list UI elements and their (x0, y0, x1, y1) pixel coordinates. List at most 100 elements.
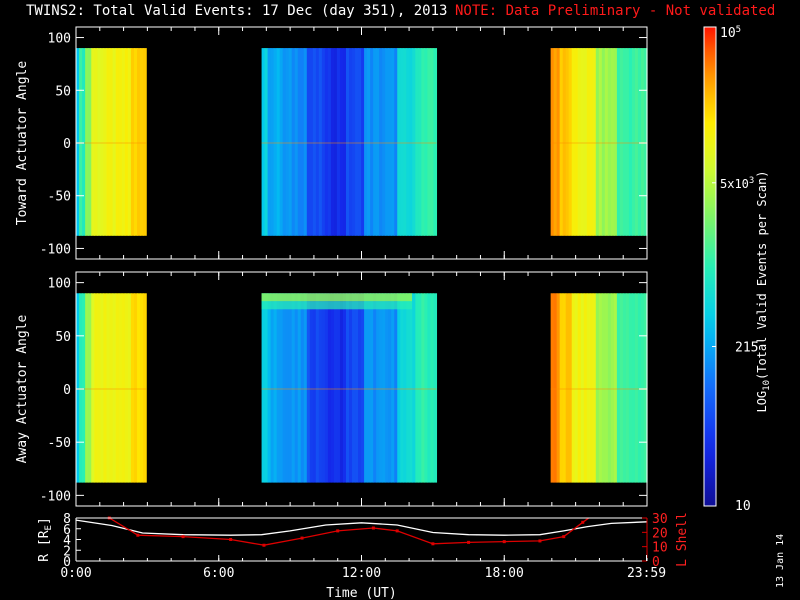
heatmap-cell (565, 293, 570, 483)
heatmap-cell (355, 293, 359, 483)
heatmap-cell (388, 293, 392, 483)
heatmap-cell (318, 48, 323, 236)
heatmap-cell (112, 48, 117, 236)
y-tick-label: 50 (55, 84, 71, 99)
heatmap-cell (288, 48, 293, 236)
heatmap-cell (619, 293, 624, 483)
heatmap-cell (562, 293, 567, 483)
heatmap-cell (559, 293, 564, 483)
heatmap-cell (409, 48, 413, 236)
heatmap-cell (285, 293, 290, 483)
lshell-line (108, 518, 590, 546)
heatmap-cell (330, 293, 335, 483)
edge-band (261, 301, 412, 310)
heatmap-cell (127, 293, 132, 483)
heatmap-cell (400, 48, 404, 236)
heatmap-cell (358, 48, 362, 236)
colorbar-strip (703, 26, 717, 507)
heatmap-cell (333, 48, 338, 236)
heatmap-cell (619, 48, 624, 236)
heatmap-cell (261, 293, 266, 483)
heatmap-cell (143, 48, 147, 236)
edge-band (261, 293, 412, 302)
heatmap-cell (352, 293, 356, 483)
heatmap-cell (279, 293, 284, 483)
lshell-point (431, 542, 435, 546)
heatmap-cell (394, 293, 398, 483)
heatmap-cell (379, 293, 383, 483)
heatmap-cell (412, 293, 416, 483)
heatmap-cell (397, 293, 401, 483)
heatmap-cell (598, 293, 603, 483)
heatmap-cell (418, 293, 422, 483)
heatmap-cell (370, 293, 374, 483)
heatmap-cell (109, 48, 114, 236)
lshell-point (229, 538, 233, 541)
heatmap-cell (433, 48, 438, 236)
x-tick-label: 12:00 (342, 566, 381, 581)
heatmap-cell (82, 48, 86, 236)
heatmap-cell (118, 48, 123, 236)
y-tick-label: -100 (40, 489, 71, 504)
heatmap-cell (604, 293, 609, 483)
heatmap-cell (276, 293, 281, 483)
heatmap-cell (352, 48, 356, 236)
heatmap-cell (631, 293, 636, 483)
heatmap-cell (345, 293, 350, 483)
heatmap-cell (315, 48, 320, 236)
heatmap-cell (300, 293, 305, 483)
preliminary-note: NOTE: Data Preliminary - Not validated (455, 3, 776, 19)
y-tick-label: 4 (63, 534, 71, 549)
heatmap-cell (400, 293, 404, 483)
heatmap-cell (294, 48, 299, 236)
heatmap-cell (303, 48, 308, 236)
heatmap-cell (640, 293, 645, 483)
heatmap-cell (309, 293, 314, 483)
heatmap-cell (345, 48, 350, 236)
heatmap-cell (321, 293, 326, 483)
zero-angle-stripe (261, 142, 437, 144)
heatmap-cell (613, 48, 618, 236)
heatmap-cell (421, 293, 425, 483)
lshell-point (538, 539, 542, 543)
heatmap-cell (391, 293, 395, 483)
heatmap-cell (409, 293, 413, 483)
heatmap-cell (637, 293, 642, 483)
heatmap-cell (628, 293, 633, 483)
heatmap-cell (76, 48, 80, 236)
heatmap-cell (79, 48, 83, 236)
heatmap-cell (577, 293, 582, 483)
heatmap-cell (79, 293, 83, 483)
heatmap-cell (583, 48, 588, 236)
heatmap-cell (403, 293, 407, 483)
heatmap-cell (358, 293, 362, 483)
heatmap-cell (568, 48, 573, 236)
heatmap-cell (631, 48, 636, 236)
heatmap-cell (385, 293, 389, 483)
heatmap-cell (118, 293, 123, 483)
heatmap-cell (85, 48, 89, 236)
heatmap-cell (306, 293, 311, 483)
heatmap-cell (562, 48, 567, 236)
heatmap-cell (373, 293, 377, 483)
plot-title: TWINS2: Total Valid Events: 17 Dec (day … (26, 3, 448, 19)
lshell-point (300, 536, 304, 540)
y-tick-label: 0 (63, 383, 71, 398)
y-tick-label: -100 (40, 242, 71, 257)
y-tick-label: 2 (63, 544, 71, 559)
heatmap-cell (556, 293, 561, 483)
heatmap-cell (367, 48, 371, 236)
heatmap-cell (568, 293, 573, 483)
heatmap-cell (297, 293, 302, 483)
heatmap-cell (382, 293, 386, 483)
heatmap-cell (406, 293, 410, 483)
heatmap-cell (333, 293, 338, 483)
heatmap-cell (133, 48, 138, 236)
heatmap-cell (112, 293, 117, 483)
heatmap-cell (607, 48, 612, 236)
zero-angle-stripe (550, 142, 647, 144)
heatmap-cell (264, 293, 269, 483)
y-tick-label: 100 (48, 277, 71, 292)
heatmap-cell (336, 48, 341, 236)
heatmap-cell (336, 293, 341, 483)
